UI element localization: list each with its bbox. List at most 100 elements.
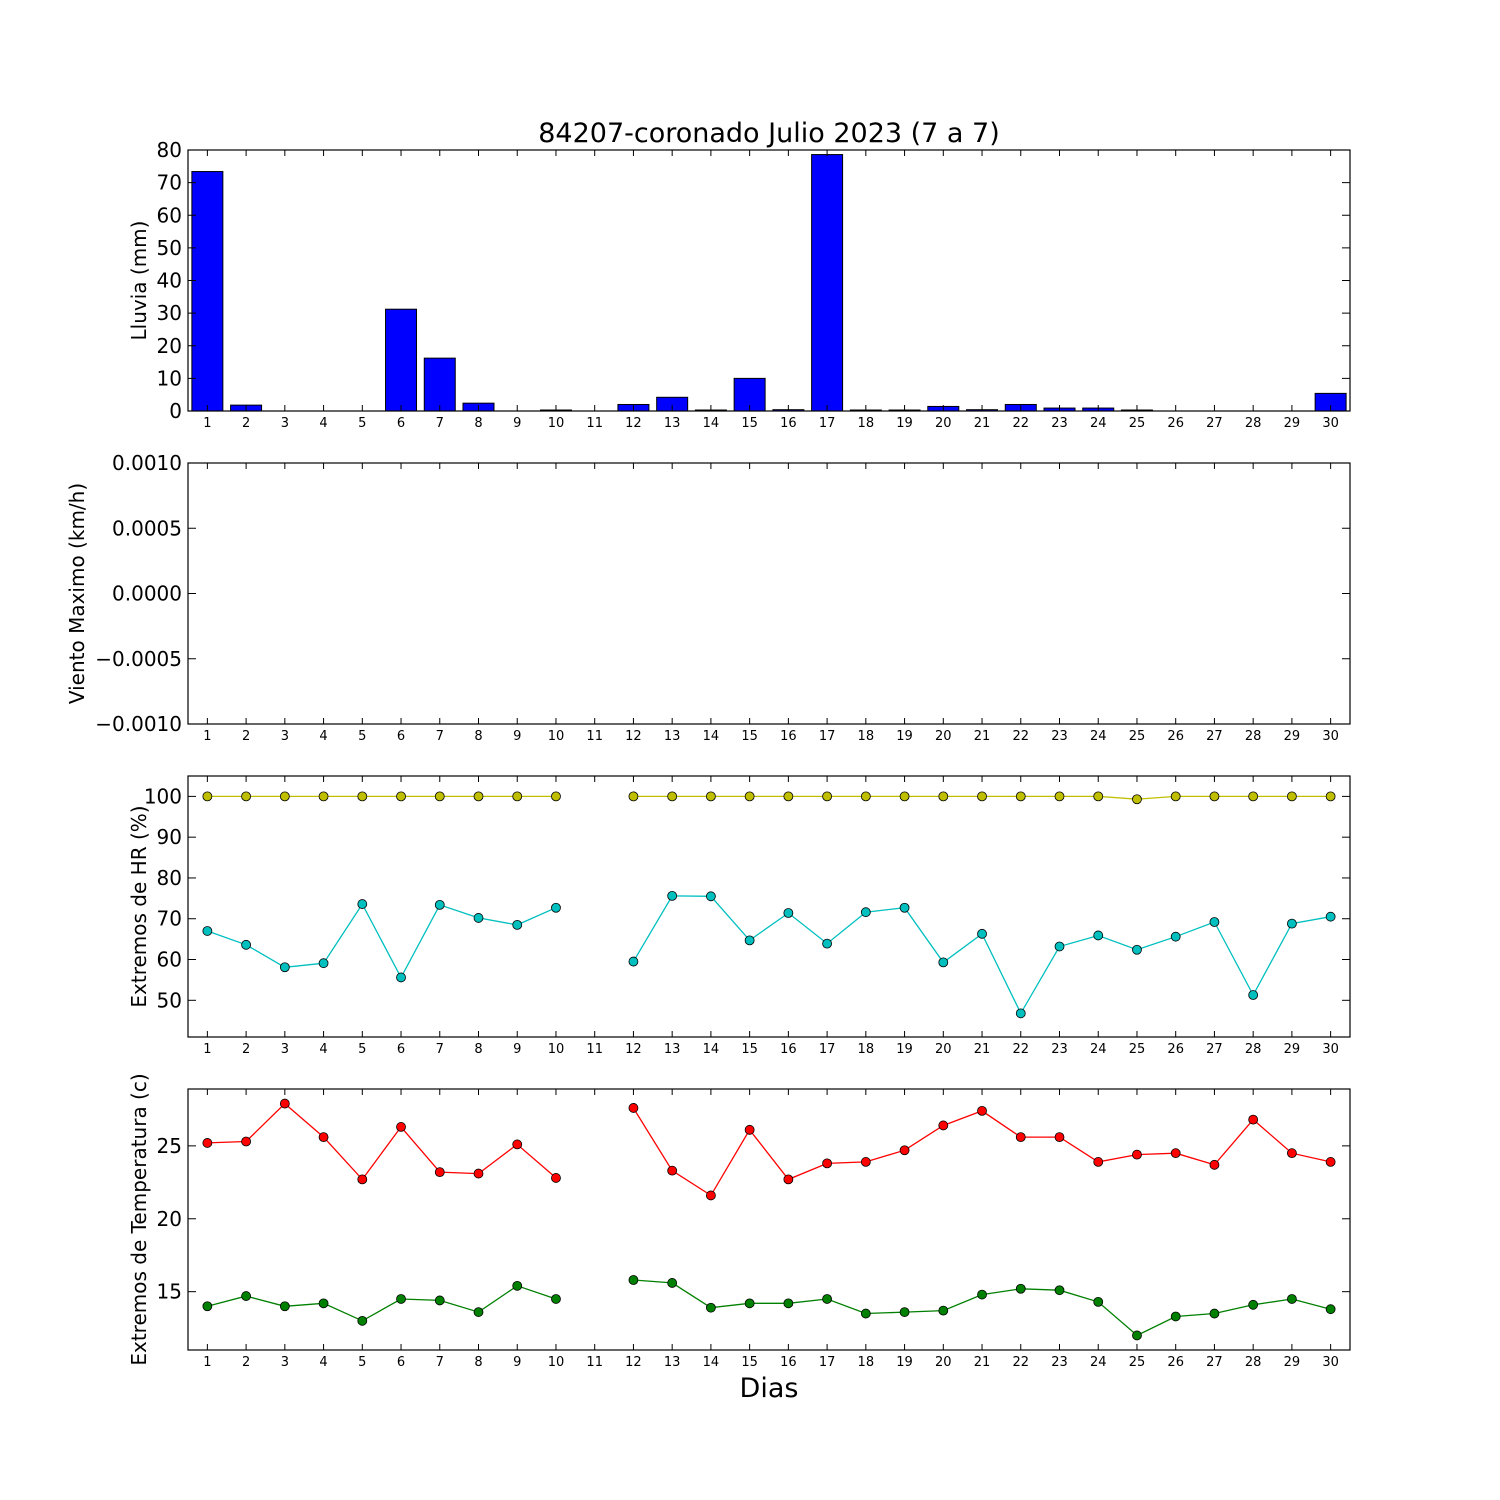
x-tick-label-2-12: 12	[625, 1042, 642, 1057]
point-3-0-15	[744, 1124, 755, 1135]
x-tick-label-1-22: 22	[1012, 729, 1029, 744]
x-axis-label: Dias	[740, 1373, 799, 1404]
x-tick-label-1-10: 10	[548, 729, 565, 744]
point-3-0-23	[1054, 1132, 1065, 1143]
x-tick-label-2-11: 11	[586, 1042, 603, 1057]
x-tick-label-2-8: 8	[474, 1042, 482, 1057]
point-2-0-14	[706, 791, 716, 802]
x-tick-label-2-27: 27	[1206, 1042, 1223, 1057]
point-3-1-7	[434, 1295, 445, 1306]
series-line-3-0-1	[632, 1107, 1331, 1197]
point-2-1-25	[1132, 944, 1142, 955]
x-tick-label-2-23: 23	[1051, 1042, 1068, 1057]
point-2-1-2	[241, 939, 252, 950]
x-tick-label-3-24: 24	[1090, 1355, 1107, 1370]
x-tick-label-0-27: 27	[1206, 416, 1223, 431]
point-2-0-30	[1325, 791, 1336, 802]
point-3-0-26	[1170, 1148, 1181, 1159]
point-2-1-4	[318, 958, 329, 969]
x-tick-label-3-12: 12	[625, 1355, 642, 1370]
x-tick-label-3-17: 17	[819, 1355, 836, 1370]
x-tick-label-1-25: 25	[1129, 729, 1146, 744]
x-tick-label-1-4: 4	[319, 729, 327, 744]
x-tick-label-0-24: 24	[1090, 416, 1107, 431]
point-2-1-9	[512, 919, 523, 930]
point-3-0-30	[1325, 1157, 1336, 1167]
x-tick-label-0-2: 2	[242, 416, 250, 431]
point-2-0-22	[1015, 791, 1026, 802]
y-tick-label-0-0: 0	[169, 399, 182, 423]
point-2-0-18	[860, 791, 871, 802]
x-tick-label-2-30: 30	[1322, 1042, 1339, 1057]
x-tick-label-2-15: 15	[741, 1042, 758, 1057]
point-3-1-16	[783, 1298, 794, 1309]
point-3-1-19	[899, 1307, 910, 1317]
x-tick-label-0-20: 20	[935, 416, 952, 431]
point-3-1-29	[1287, 1294, 1297, 1304]
y-tick-label-0-7: 70	[157, 171, 182, 195]
x-tick-label-2-19: 19	[896, 1042, 913, 1057]
x-tick-label-3-6: 6	[397, 1355, 405, 1370]
x-tick-label-1-1: 1	[203, 729, 211, 744]
y-tick-label-0-5: 50	[157, 236, 182, 260]
x-tick-label-2-29: 29	[1284, 1042, 1301, 1057]
x-tick-label-1-13: 13	[664, 729, 681, 744]
point-2-0-6	[396, 791, 406, 802]
point-2-0-26	[1170, 791, 1181, 802]
point-2-1-12	[628, 956, 639, 967]
point-2-1-27	[1209, 917, 1220, 927]
point-3-1-6	[396, 1294, 406, 1304]
point-3-1-5	[357, 1315, 368, 1326]
x-tick-label-1-30: 30	[1322, 729, 1339, 744]
x-tick-label-0-10: 10	[548, 416, 565, 431]
point-2-0-28	[1248, 791, 1259, 802]
point-2-1-21	[977, 928, 987, 939]
point-2-0-29	[1287, 791, 1297, 802]
point-3-1-15	[744, 1298, 755, 1309]
point-3-1-30	[1325, 1304, 1336, 1315]
x-tick-label-2-16: 16	[780, 1042, 797, 1057]
x-tick-label-1-7: 7	[436, 729, 444, 744]
point-2-0-1	[202, 791, 213, 802]
plot-frame-2	[187, 775, 1351, 1038]
x-tick-label-0-14: 14	[703, 416, 720, 431]
point-2-0-2	[241, 791, 252, 802]
x-tick-label-3-21: 21	[974, 1355, 991, 1370]
point-2-0-27	[1209, 791, 1220, 802]
point-3-0-1	[202, 1138, 213, 1148]
bar-0-1	[191, 171, 224, 412]
point-3-0-18	[860, 1157, 871, 1167]
point-3-0-29	[1287, 1148, 1297, 1159]
y-axis-label-3: Extremos de Temperatura (c)	[127, 1073, 151, 1365]
x-tick-label-2-2: 2	[242, 1042, 250, 1057]
x-tick-label-0-4: 4	[319, 416, 327, 431]
x-tick-label-0-21: 21	[974, 416, 991, 431]
x-tick-label-2-14: 14	[703, 1042, 720, 1057]
x-tick-label-1-24: 24	[1090, 729, 1107, 744]
point-2-1-14	[706, 891, 716, 902]
point-2-1-22	[1015, 1008, 1026, 1019]
x-tick-label-3-14: 14	[703, 1355, 720, 1370]
x-tick-label-1-2: 2	[242, 729, 250, 744]
bar-0-6	[385, 308, 418, 412]
point-3-0-9	[512, 1139, 523, 1150]
point-2-0-17	[822, 791, 832, 802]
y-tick-label-3-0: 15	[157, 1280, 182, 1304]
point-3-0-21	[977, 1105, 987, 1116]
x-tick-label-0-16: 16	[780, 416, 797, 431]
series-line-2-1-0	[207, 902, 557, 979]
point-2-0-20	[938, 791, 949, 802]
x-tick-label-1-19: 19	[896, 729, 913, 744]
point-2-0-15	[744, 791, 755, 802]
x-tick-label-1-8: 8	[474, 729, 482, 744]
x-tick-label-2-20: 20	[935, 1042, 952, 1057]
x-tick-label-3-28: 28	[1245, 1355, 1262, 1370]
point-2-1-30	[1325, 911, 1336, 922]
x-tick-label-2-5: 5	[358, 1042, 366, 1057]
x-tick-label-3-23: 23	[1051, 1355, 1068, 1370]
point-2-1-1	[202, 926, 213, 936]
bar-0-7	[423, 357, 456, 412]
x-tick-label-0-26: 26	[1167, 416, 1184, 431]
point-3-1-22	[1015, 1283, 1026, 1294]
x-tick-label-1-3: 3	[281, 729, 289, 744]
